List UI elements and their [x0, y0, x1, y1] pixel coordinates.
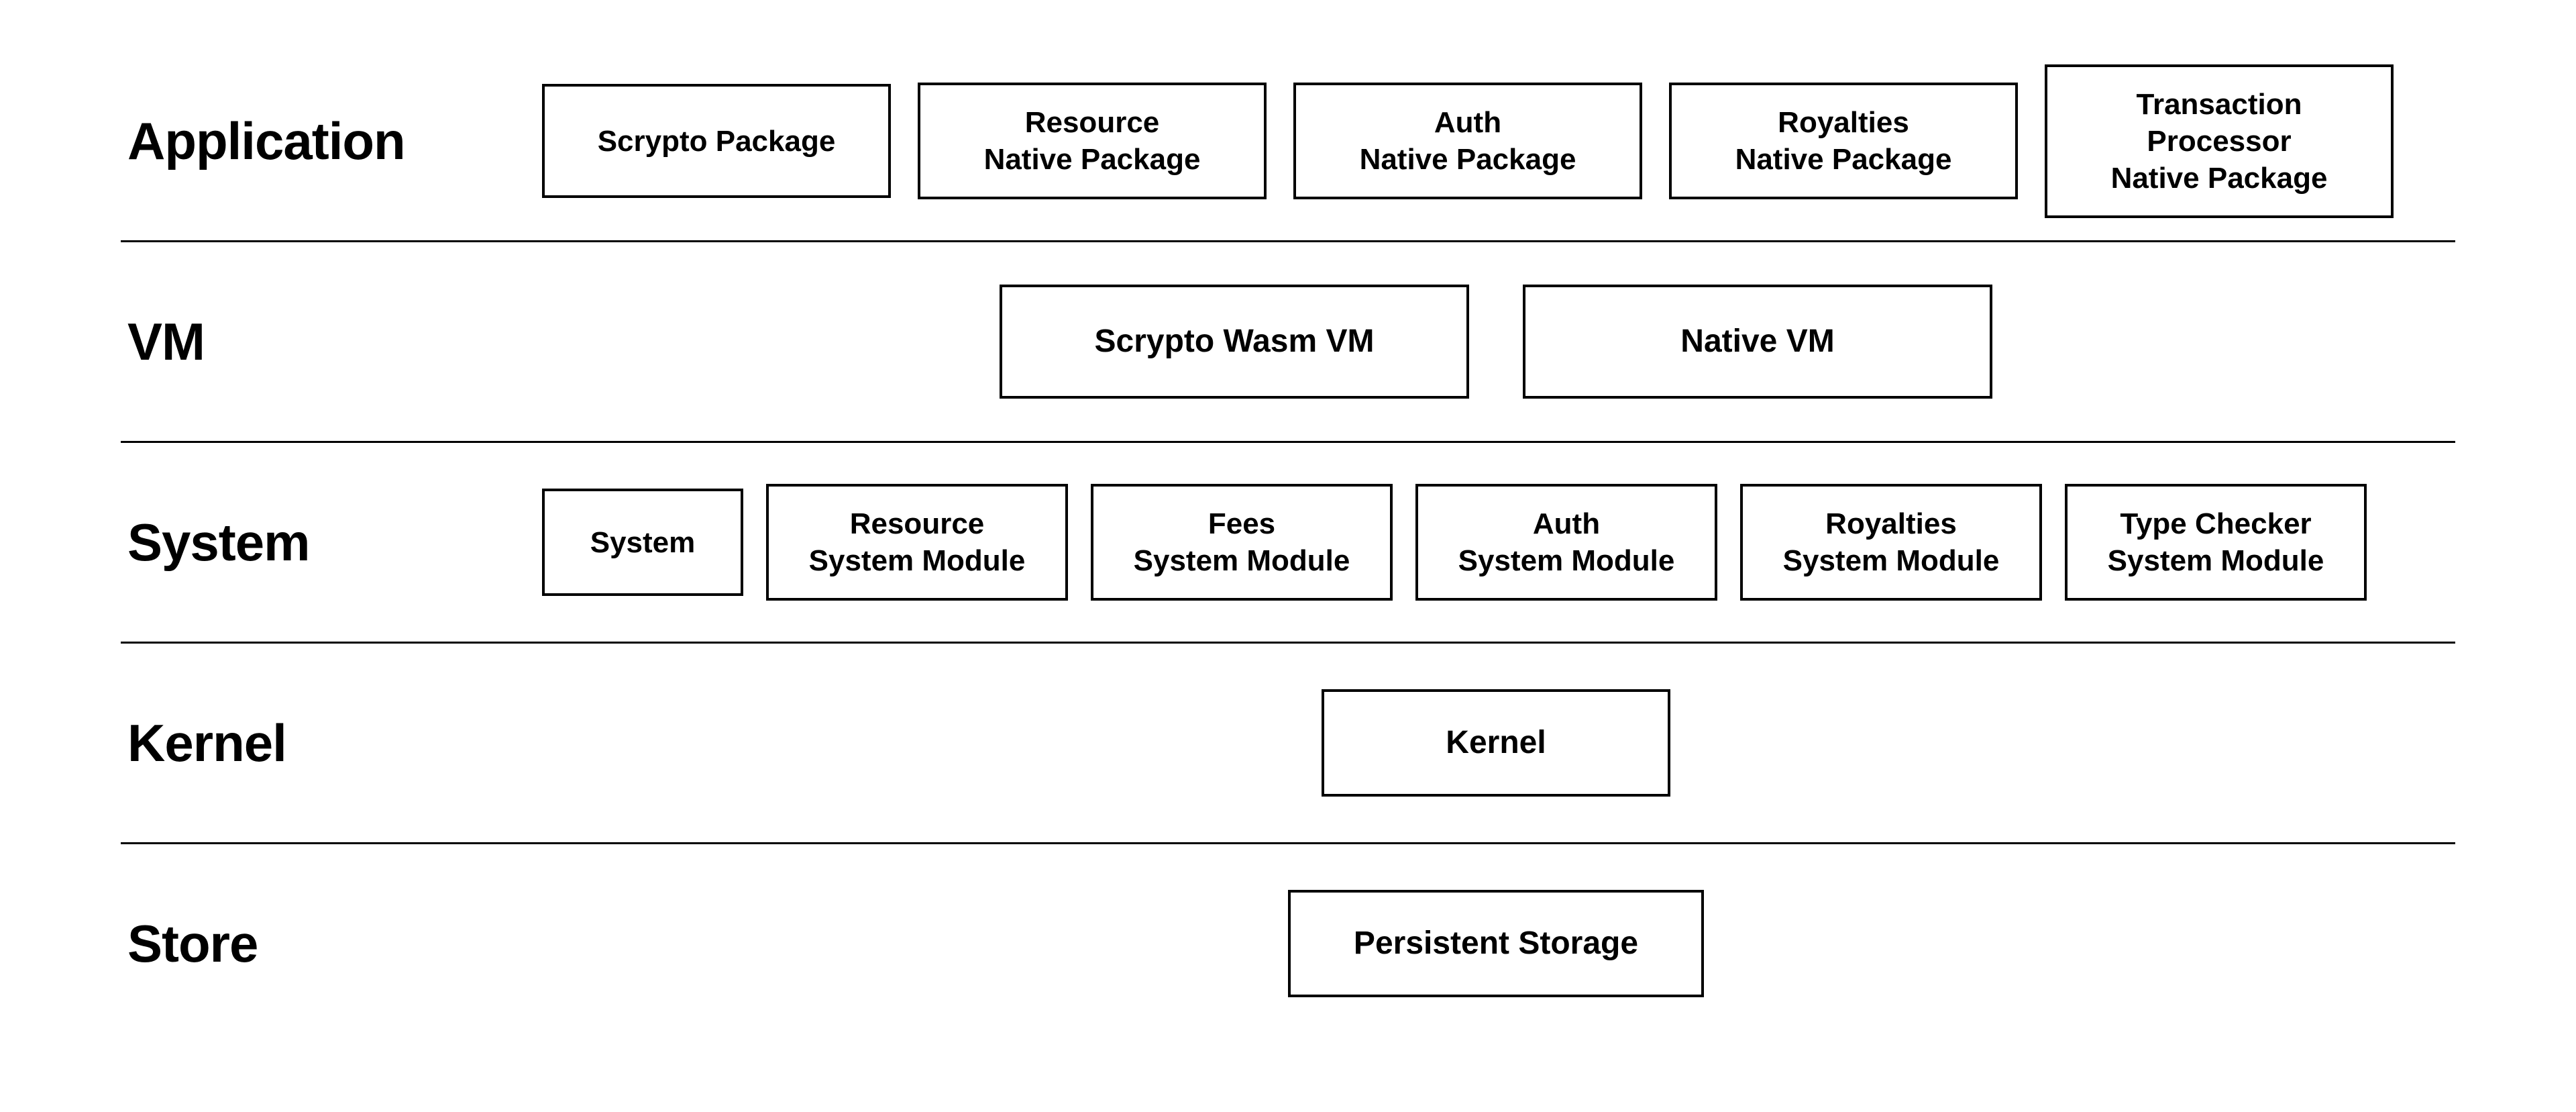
architecture-diagram: Application Scrypto Package Resource Nat…	[0, 0, 2576, 1084]
box-auth-system-module: Auth System Module	[1415, 484, 1717, 601]
box-text: Royalties	[1778, 104, 1909, 141]
layer-boxes-application: Scrypto Package Resource Native Package …	[537, 64, 2455, 218]
divider	[121, 240, 2455, 242]
box-text: Processor	[2147, 123, 2291, 160]
layer-label-system: System	[121, 512, 537, 573]
box-royalties-system-module: Royalties System Module	[1740, 484, 2042, 601]
layer-boxes-store: Persistent Storage	[537, 890, 2455, 997]
layer-vm: VM Scrypto Wasm VM Native VM	[121, 254, 2455, 429]
box-text: System Module	[1783, 542, 2000, 579]
layer-application: Application Scrypto Package Resource Nat…	[121, 54, 2455, 228]
layer-label-vm: VM	[121, 311, 537, 372]
box-transaction-processor-native-package: Transaction Processor Native Package	[2045, 64, 2394, 218]
box-text: Auth	[1533, 505, 1600, 542]
box-text: Fees	[1208, 505, 1275, 542]
box-text: Resource	[1025, 104, 1160, 141]
layer-boxes-vm: Scrypto Wasm VM Native VM	[537, 285, 2455, 399]
box-text: Scrypto Wasm VM	[1095, 321, 1375, 362]
box-text: Native Package	[1360, 141, 1576, 178]
box-text: Transaction	[2137, 86, 2302, 123]
box-persistent-storage: Persistent Storage	[1288, 890, 1704, 997]
box-fees-system-module: Fees System Module	[1091, 484, 1393, 601]
box-text: Auth	[1434, 104, 1501, 141]
box-text: Native VM	[1680, 321, 1834, 362]
box-text: System Module	[1458, 542, 1675, 579]
box-native-vm: Native VM	[1523, 285, 1992, 399]
box-resource-system-module: Resource System Module	[766, 484, 1068, 601]
box-text: System Module	[2108, 542, 2324, 579]
box-scrypto-wasm-vm: Scrypto Wasm VM	[1000, 285, 1469, 399]
box-text: Native Package	[2111, 160, 2328, 197]
box-text: Native Package	[984, 141, 1201, 178]
box-resource-native-package: Resource Native Package	[918, 83, 1267, 199]
box-text: System Module	[809, 542, 1026, 579]
box-text: Royalties	[1825, 505, 1957, 542]
divider	[121, 842, 2455, 844]
box-text: Native Package	[1735, 141, 1952, 178]
layer-system: System System Resource System Module Fee…	[121, 455, 2455, 629]
box-text: System	[590, 524, 696, 561]
layer-store: Store Persistent Storage	[121, 856, 2455, 1031]
box-auth-native-package: Auth Native Package	[1293, 83, 1642, 199]
box-text: System Module	[1134, 542, 1350, 579]
box-text: Resource	[850, 505, 985, 542]
box-scrypto-package: Scrypto Package	[542, 84, 891, 198]
box-royalties-native-package: Royalties Native Package	[1669, 83, 2018, 199]
box-system: System	[542, 489, 743, 596]
layer-label-application: Application	[121, 111, 537, 172]
layer-label-store: Store	[121, 913, 537, 974]
box-kernel: Kernel	[1322, 689, 1670, 797]
box-text: Scrypto Package	[598, 123, 836, 160]
layer-label-kernel: Kernel	[121, 713, 537, 774]
divider	[121, 441, 2455, 443]
divider	[121, 642, 2455, 644]
box-text: Type Checker	[2120, 505, 2311, 542]
box-text: Persistent Storage	[1354, 923, 1638, 964]
layer-kernel: Kernel Kernel	[121, 656, 2455, 830]
layer-boxes-system: System Resource System Module Fees Syste…	[537, 484, 2455, 601]
box-text: Kernel	[1446, 723, 1546, 763]
box-type-checker-system-module: Type Checker System Module	[2065, 484, 2367, 601]
layer-boxes-kernel: Kernel	[537, 689, 2455, 797]
